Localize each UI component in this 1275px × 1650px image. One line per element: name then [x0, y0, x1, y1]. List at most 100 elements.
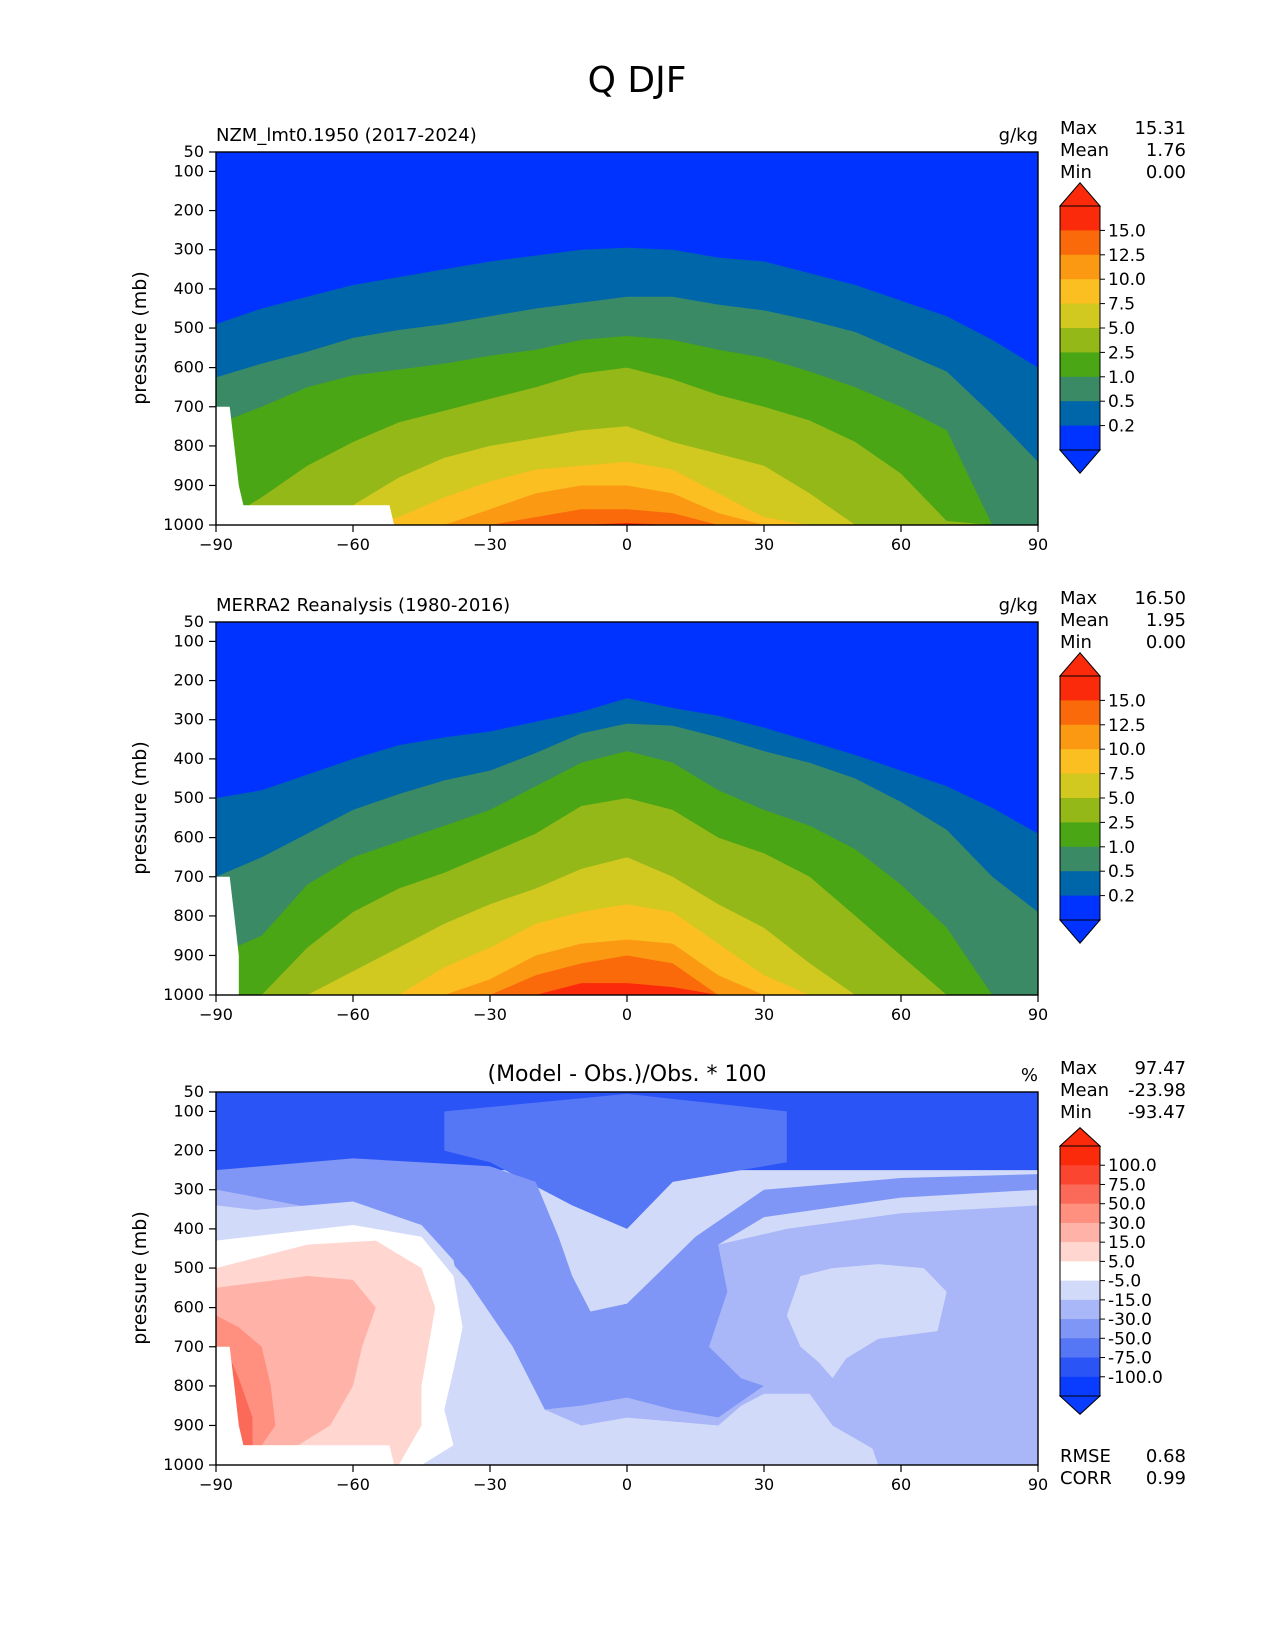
- colorbar-extend-min: [1058, 919, 1102, 944]
- x-tick-label: −90: [199, 535, 233, 554]
- colorbar-tick-label: 7.5: [1108, 295, 1135, 315]
- colorbar-tick-label: -100.0: [1108, 1368, 1163, 1388]
- colorbar-tick-label: 2.5: [1108, 343, 1135, 363]
- contour-fill: [216, 1092, 1038, 1465]
- y-tick-label: 100: [173, 161, 204, 180]
- colorbar-frame: [1059, 1145, 1101, 1397]
- panel-title: NZM_lmt0.1950 (2017-2024): [216, 125, 477, 146]
- x-tick-label: −30: [473, 1005, 507, 1024]
- colorbar-swatch: [1060, 749, 1100, 775]
- units-label: g/kg: [999, 125, 1038, 146]
- colorbar-tick-label: 10.0: [1108, 270, 1146, 290]
- x-axis: −90 −60 −30 0 30 60 90: [199, 525, 1048, 554]
- y-tick-label: 50: [184, 612, 204, 631]
- colorbar-swatch: [1060, 1299, 1100, 1320]
- stat-value: 0.68: [1146, 1446, 1186, 1467]
- colorbar-tick-label: 5.0: [1108, 319, 1135, 339]
- colorbar-tick-label: 5.0: [1108, 1252, 1135, 1272]
- stat-label: CORR: [1060, 1468, 1112, 1489]
- x-axis: −90 −60 −30 0 30 60 90: [199, 1465, 1048, 1494]
- colorbar-tick-label: 1.0: [1108, 838, 1135, 858]
- y-tick-label: 100: [173, 1101, 204, 1120]
- colorbar-tick-label: 75.0: [1108, 1175, 1146, 1195]
- colorbar-swatch: [1060, 676, 1100, 701]
- y-tick-label: 300: [173, 240, 204, 259]
- stat-label: Max: [1060, 588, 1098, 609]
- panel-title: MERRA2 Reanalysis (1980-2016): [216, 595, 510, 616]
- stat-value: -93.47: [1128, 1102, 1186, 1123]
- x-tick-label: 90: [1028, 1475, 1048, 1494]
- y-tick-label: 300: [173, 1180, 204, 1199]
- colorbar-extend-min: [1058, 1395, 1102, 1415]
- colorbar-swatch: [1060, 798, 1100, 823]
- contour-band-9: [216, 1315, 276, 1446]
- stat-label: Min: [1060, 162, 1092, 183]
- colorbar-tick-label: -75.0: [1108, 1349, 1152, 1369]
- stat-label: Mean: [1060, 140, 1109, 161]
- colorbar-swatch: [1060, 328, 1100, 353]
- x-tick-label: −30: [473, 535, 507, 554]
- contour-band-8: [216, 955, 1038, 995]
- missing-data-region: [216, 876, 239, 995]
- colorbar-swatch: [1060, 773, 1100, 799]
- colorbar-swatch: [1060, 1319, 1100, 1339]
- colorbar-tick-label: 0.5: [1108, 392, 1135, 412]
- colorbar-tick-label: 0.2: [1108, 887, 1135, 907]
- x-tick-label: 0: [622, 535, 632, 554]
- y-tick-label: 1000: [163, 515, 204, 534]
- colorbar-swatch: [1060, 1242, 1100, 1262]
- colorbar-tick-label: 50.0: [1108, 1195, 1146, 1215]
- colorbar-tick-label: 12.5: [1108, 716, 1146, 736]
- stat-value: 0.00: [1146, 162, 1186, 183]
- stats-block: Max 97.47 Mean -23.98 Min -93.47: [1060, 1058, 1186, 1123]
- x-tick-label: 0: [622, 1475, 632, 1494]
- y-tick-label: 500: [173, 1258, 204, 1277]
- y-tick-label: 1000: [163, 1455, 204, 1474]
- stats-block: Max 15.31 Mean 1.76 Min 0.00: [1060, 118, 1186, 183]
- y-tick-label: 700: [173, 397, 204, 416]
- colorbar-swatch: [1060, 895, 1100, 921]
- colorbar-swatch: [1060, 1203, 1100, 1224]
- contour-band-7: [216, 485, 1038, 525]
- units-label: g/kg: [999, 595, 1038, 616]
- colorbar-swatch: [1060, 1222, 1100, 1243]
- colorbar-swatch: [1060, 1146, 1100, 1166]
- stat-label: Min: [1060, 1102, 1092, 1123]
- stat-value: 0.99: [1146, 1468, 1186, 1489]
- stat-label: Min: [1060, 632, 1092, 653]
- colorbar-swatch: [1060, 700, 1100, 726]
- figure-title: Q DJF: [588, 60, 687, 101]
- x-tick-label: −60: [336, 1475, 370, 1494]
- y-axis-label: pressure (mb): [129, 271, 151, 405]
- colorbar-extend-max: [1058, 652, 1102, 677]
- colorbar-swatch: [1060, 376, 1100, 402]
- contour-band-8: [216, 509, 1038, 525]
- colorbar-tick-label: 15.0: [1108, 221, 1146, 241]
- colorbar-swatch: [1060, 846, 1100, 872]
- y-tick-label: 400: [173, 279, 204, 298]
- stat-label: Mean: [1060, 610, 1109, 631]
- missing-data-region: [216, 406, 395, 525]
- colorbar-swatch: [1060, 425, 1100, 451]
- x-tick-label: −90: [199, 1475, 233, 1494]
- y-tick-label: 100: [173, 631, 204, 650]
- y-tick-label: 600: [173, 358, 204, 377]
- colorbar-swatch: [1060, 279, 1100, 305]
- missing-data-region: [216, 1346, 395, 1465]
- contour-band-4: [864, 1385, 970, 1465]
- y-tick-label: 200: [173, 671, 204, 690]
- y-tick-label: 900: [173, 945, 204, 964]
- y-tick-label: 700: [173, 1337, 204, 1356]
- x-tick-label: 60: [891, 1005, 911, 1024]
- colorbar-tick-label: 30.0: [1108, 1214, 1146, 1234]
- colorbar-swatch: [1060, 1165, 1100, 1186]
- y-tick-label: 800: [173, 1376, 204, 1395]
- colorbar: 15.0 12.5 10.0 7.5 5.0 2.5 1.0 0.5 0.2: [1058, 182, 1146, 474]
- units-label: %: [1021, 1065, 1038, 1086]
- colorbar-swatch: [1060, 871, 1100, 897]
- colorbar-swatch: [1060, 1376, 1100, 1397]
- colorbar-swatch: [1060, 230, 1100, 256]
